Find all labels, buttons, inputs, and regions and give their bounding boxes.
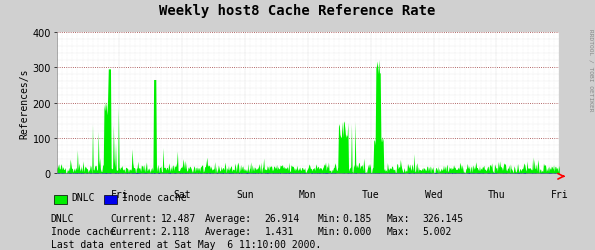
Text: DNLC: DNLC xyxy=(71,192,95,202)
Text: 0.185: 0.185 xyxy=(342,213,371,223)
Text: Weekly host8 Cache Reference Rate: Weekly host8 Cache Reference Rate xyxy=(159,4,436,18)
Text: Current:: Current: xyxy=(110,213,157,223)
Text: Sat: Sat xyxy=(173,189,191,199)
Text: Max:: Max: xyxy=(387,213,410,223)
Text: DNLC: DNLC xyxy=(51,213,74,223)
Text: 1.431: 1.431 xyxy=(265,226,294,236)
Text: 5.002: 5.002 xyxy=(422,226,452,236)
Text: Fri: Fri xyxy=(550,189,568,199)
Text: Current:: Current: xyxy=(110,226,157,236)
Text: Last data entered at Sat May  6 11:10:00 2000.: Last data entered at Sat May 6 11:10:00 … xyxy=(51,240,321,250)
Text: Tue: Tue xyxy=(362,189,380,199)
Text: 2.118: 2.118 xyxy=(161,226,190,236)
Text: Min:: Min: xyxy=(317,226,340,236)
Text: Average:: Average: xyxy=(205,226,252,236)
Text: 0.000: 0.000 xyxy=(342,226,371,236)
Text: RRDTOOL / TOBI OETIKER: RRDTOOL / TOBI OETIKER xyxy=(589,29,594,111)
Text: 326.145: 326.145 xyxy=(422,213,464,223)
Text: Mon: Mon xyxy=(299,189,317,199)
Text: Inode cache: Inode cache xyxy=(51,226,115,236)
Text: Thu: Thu xyxy=(488,189,505,199)
Text: 26.914: 26.914 xyxy=(265,213,300,223)
Text: 12.487: 12.487 xyxy=(161,213,196,223)
Text: Wed: Wed xyxy=(425,189,443,199)
Y-axis label: References/s: References/s xyxy=(20,68,30,138)
Text: Average:: Average: xyxy=(205,213,252,223)
Text: Fri: Fri xyxy=(111,189,128,199)
Text: Inode cache: Inode cache xyxy=(122,192,187,202)
Text: Sun: Sun xyxy=(236,189,254,199)
Text: Max:: Max: xyxy=(387,226,410,236)
Text: Min:: Min: xyxy=(317,213,340,223)
